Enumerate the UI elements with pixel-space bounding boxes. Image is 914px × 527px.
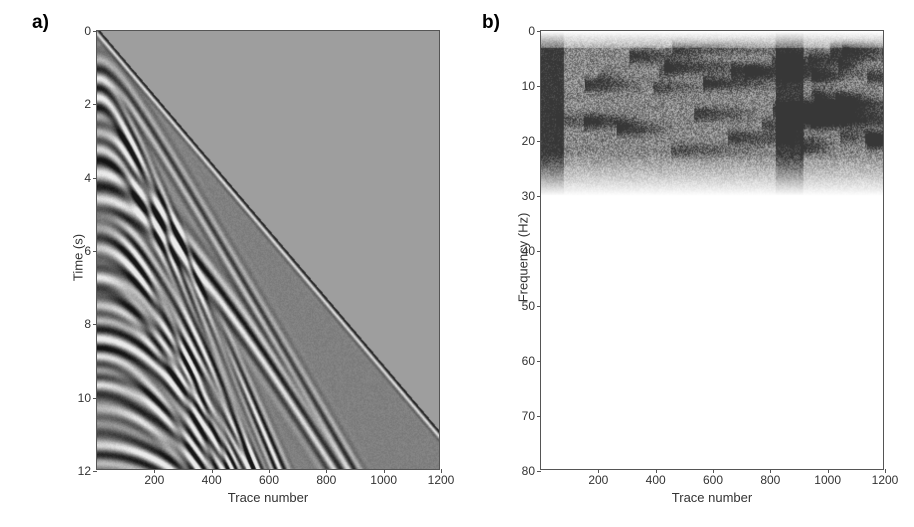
x-tick-label: 1200 [872,469,899,487]
y-axis-label-a: Time (s) [71,218,86,298]
y-tick-label: 10 [522,79,541,93]
x-tick-label: 1000 [814,469,841,487]
y-tick-label: 6 [84,244,97,258]
x-axis-label-b: Trace number [540,490,884,505]
y-axis-label-b: Frequency (Hz) [516,203,531,313]
frequency-plot: 2004006008001000120001020304050607080 [540,30,884,470]
y-tick-label: 70 [522,409,541,423]
panel-b-label: b) [482,12,500,34]
x-tick-label: 600 [259,469,279,487]
y-tick-label: 8 [84,317,97,331]
x-tick-label: 400 [646,469,666,487]
x-tick-label: 400 [202,469,222,487]
y-tick-label: 60 [522,354,541,368]
x-tick-label: 800 [316,469,336,487]
x-axis-label-a: Trace number [96,490,440,505]
panel-a-label: a) [32,12,49,34]
frequency-canvas [541,31,883,469]
y-tick-label: 4 [84,171,97,185]
y-tick-label: 0 [84,24,97,38]
x-tick-label: 800 [760,469,780,487]
seismic-plot: 20040060080010001200024681012 [96,30,440,470]
y-tick-label: 20 [522,134,541,148]
y-tick-label: 12 [78,464,97,478]
y-tick-label: 10 [78,391,97,405]
y-tick-label: 0 [528,24,541,38]
x-tick-label: 1000 [370,469,397,487]
y-tick-label: 80 [522,464,541,478]
x-tick-label: 200 [588,469,608,487]
x-tick-label: 600 [703,469,723,487]
x-tick-label: 200 [144,469,164,487]
y-tick-label: 30 [522,189,541,203]
seismic-canvas [97,31,439,469]
x-tick-label: 1200 [428,469,455,487]
y-tick-label: 2 [84,97,97,111]
